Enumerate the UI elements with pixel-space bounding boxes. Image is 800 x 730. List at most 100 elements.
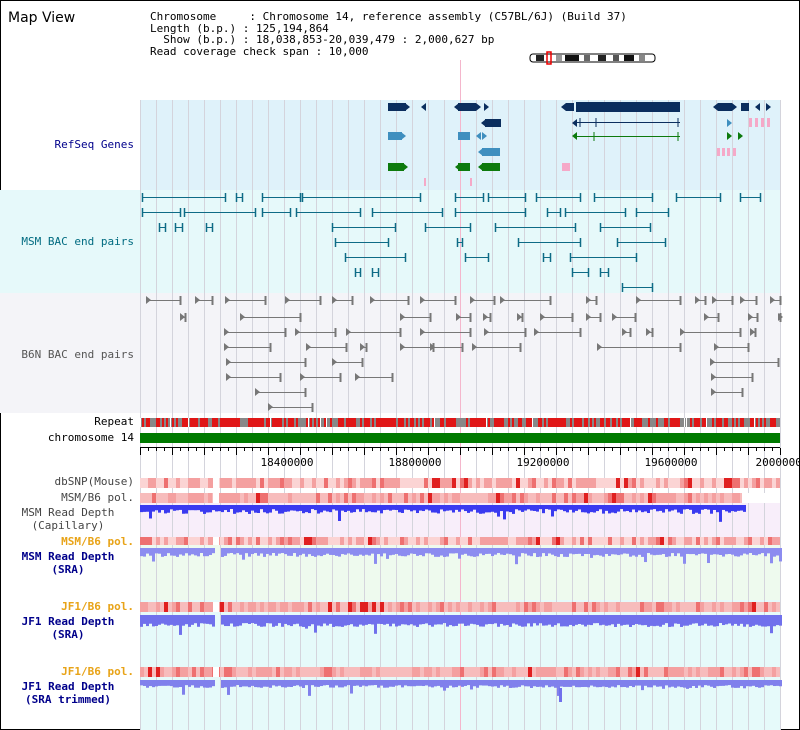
polymorphism-bin xyxy=(384,667,388,677)
depth-bin xyxy=(707,680,710,686)
polymorphism-bin xyxy=(344,537,348,545)
depth-bin xyxy=(287,548,290,556)
track-label-jf1-depth-trimmed[interactable]: JF1 Read Depth (SRA trimmed) xyxy=(0,680,136,706)
polymorphism-bin xyxy=(348,602,352,612)
track-label-msm-depth-sra[interactable]: MSM Read Depth (SRA) xyxy=(0,550,136,576)
repeat-element xyxy=(674,418,676,427)
track-label-jf1-b6-pol-1[interactable]: JF1/B6 pol. xyxy=(61,600,134,613)
polymorphism-bin xyxy=(272,493,276,503)
track-label-refseq-genes[interactable]: RefSeq Genes xyxy=(54,138,134,151)
depth-bin xyxy=(257,615,260,626)
polymorphism-bin xyxy=(360,478,364,488)
depth-bin xyxy=(752,615,755,626)
polymorphism-bin xyxy=(660,478,664,488)
depth-bin xyxy=(512,615,515,624)
polymorphism-bin xyxy=(656,478,660,488)
track-label-jf1-depth-sra[interactable]: JF1 Read Depth (SRA) xyxy=(0,615,136,641)
depth-bin xyxy=(602,615,605,625)
repeat-element xyxy=(512,418,514,427)
polymorphism-bin xyxy=(168,602,172,612)
polymorphism-bin xyxy=(524,493,528,503)
polymorphism-bin xyxy=(152,602,156,612)
depth-bin xyxy=(461,680,464,687)
depth-bin xyxy=(644,680,647,686)
depth-bin xyxy=(749,615,752,627)
depth-bin xyxy=(722,548,725,557)
label-line: MSM Read Depth xyxy=(21,550,115,563)
depth-bin xyxy=(197,505,200,511)
depth-bin xyxy=(248,615,251,624)
depth-bin xyxy=(341,505,344,511)
depth-bin xyxy=(389,548,392,556)
polymorphism-bin xyxy=(252,493,256,503)
depth-bin xyxy=(410,548,413,554)
depth-bin xyxy=(482,505,485,514)
track-label-chromosome[interactable]: chromosome 14 xyxy=(47,431,134,444)
bac-end xyxy=(225,296,230,304)
repeat-element xyxy=(656,418,658,427)
depth-bin xyxy=(506,505,509,512)
repeat-element xyxy=(544,418,546,427)
show-range-line: Show (b.p.) : 18,038,853-20,039,479 : 2,… xyxy=(150,33,495,46)
polymorphism-bin xyxy=(628,478,632,488)
polymorphism-bin xyxy=(556,493,560,503)
depth-bin xyxy=(623,680,626,688)
repeat-element xyxy=(448,418,450,427)
polymorphism-bin xyxy=(640,667,644,677)
track-label-msm-bac[interactable]: MSM BAC end pairs xyxy=(21,235,134,248)
polymorphism-bin xyxy=(388,602,392,612)
depth-bin xyxy=(740,680,743,687)
depth-bin xyxy=(608,615,611,626)
polymorphism-bin xyxy=(668,667,672,677)
track-label-jf1-b6-pol-2[interactable]: JF1/B6 pol. xyxy=(61,665,134,678)
polymorphism-bin xyxy=(288,537,292,545)
track-label-dbsnp[interactable]: dbSNP(Mouse) xyxy=(54,475,134,488)
depth-bin xyxy=(362,548,365,556)
polymorphism-bin xyxy=(392,493,396,503)
repeat-element xyxy=(352,418,354,427)
depth-bin xyxy=(284,615,287,624)
polymorphism-bin xyxy=(328,537,332,545)
polymorphism-bin xyxy=(256,537,260,545)
gene-strand-arrow xyxy=(755,103,760,111)
polymorphism-bin xyxy=(732,493,736,503)
polymorphism-bin xyxy=(584,537,588,545)
polymorphism-bin xyxy=(184,493,188,503)
polymorphism-bin xyxy=(240,602,244,612)
polymorphism-bin xyxy=(196,667,200,677)
gene-strand-arrow xyxy=(476,103,481,111)
bac-end xyxy=(355,373,360,381)
depth-bin xyxy=(533,615,536,624)
chromosome-bar xyxy=(140,433,780,443)
depth-bin xyxy=(254,505,257,513)
polymorphism-bin xyxy=(548,667,552,677)
depth-bin xyxy=(464,615,467,626)
depth-bin xyxy=(626,505,629,511)
track-label-msm-b6-pol-2[interactable]: MSM/B6 pol. xyxy=(61,535,134,548)
depth-bin xyxy=(215,505,218,512)
depth-bin xyxy=(452,615,455,627)
track-label-msm-depth-capillary[interactable]: MSM Read Depth (Capillary) xyxy=(0,506,136,532)
polymorphism-bin xyxy=(484,493,488,503)
track-label-b6n-bac[interactable]: B6N BAC end pairs xyxy=(21,348,134,361)
polymorphism-bin xyxy=(272,667,276,677)
depth-bin xyxy=(464,505,467,512)
depth-bin xyxy=(689,548,692,555)
polymorphism-bin xyxy=(724,537,728,545)
depth-bin xyxy=(197,615,200,627)
polymorphism-bin xyxy=(544,667,548,677)
polymorphism-bin xyxy=(332,493,336,503)
repeat-element xyxy=(184,418,186,427)
polymorphism-bin xyxy=(516,537,520,545)
polymorphism-bin xyxy=(688,667,692,677)
gene-strand-arrow xyxy=(727,132,732,140)
pink-feature xyxy=(755,118,758,127)
depth-bin xyxy=(158,548,161,554)
depth-bin xyxy=(512,505,515,514)
depth-bin xyxy=(590,615,593,626)
track-label-repeat[interactable]: Repeat xyxy=(94,415,134,428)
depth-bin xyxy=(758,615,761,626)
track-label-msm-b6-pol-1[interactable]: MSM/B6 pol. xyxy=(61,491,134,504)
repeat-bg xyxy=(140,418,780,427)
